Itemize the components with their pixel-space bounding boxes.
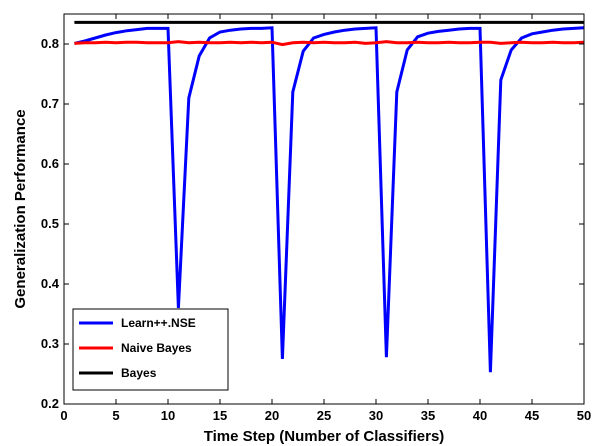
y-tick-label: 0.8 (41, 36, 59, 51)
legend: Learn++.NSE Naive Bayes Bayes (72, 308, 229, 391)
legend-label: Naive Bayes (121, 341, 192, 355)
series-layer (74, 20, 585, 373)
series-line-0 (74, 26, 585, 373)
y-tick-label: 0.2 (41, 396, 59, 411)
y-tick-label: 0.4 (41, 276, 60, 291)
x-tick-label: 25 (317, 408, 331, 423)
x-tick-label: 10 (161, 408, 175, 423)
x-tick-label: 40 (473, 408, 487, 423)
x-tick-label: 0 (60, 408, 67, 423)
y-axis-label: Generalization Performance (12, 109, 29, 308)
y-tick-label: 0.3 (41, 336, 59, 351)
y-tick-label: 0.5 (41, 216, 59, 231)
x-tick-label: 50 (577, 408, 591, 423)
x-axis-label: Time Step (Number of Classifiers) (204, 428, 445, 445)
legend-label: Bayes (121, 366, 157, 380)
x-tick-label: 20 (265, 408, 279, 423)
x-tick-label: 30 (369, 408, 383, 423)
x-tick-label: 45 (525, 408, 539, 423)
x-tick-label: 5 (112, 408, 119, 423)
plot-frame (63, 13, 585, 405)
x-tick-label: 35 (421, 408, 435, 423)
y-tick-label: 0.6 (41, 156, 59, 171)
ticks-layer: 0 5 10 15 20 25 30 35 40 45 50 0.2 0.3 0.4 0.5 0.6 0.7 0.… (41, 14, 591, 423)
y-tick-label: 0.7 (41, 96, 59, 111)
x-tick-label: 15 (213, 408, 227, 423)
legend-label: Learn++.NSE (121, 316, 196, 330)
series-line-1 (74, 40, 585, 47)
